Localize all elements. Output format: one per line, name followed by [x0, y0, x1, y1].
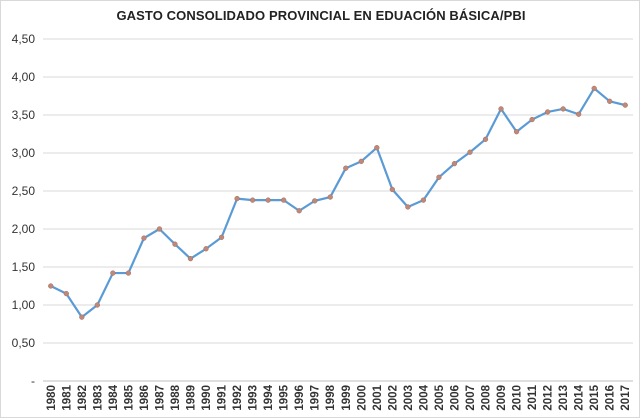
x-tick-label: 1988: [170, 384, 182, 410]
x-tick-label: 1998: [325, 384, 337, 410]
data-point: [374, 145, 380, 151]
x-tick-label: 1987: [154, 385, 166, 411]
y-tick-label: 4,00: [12, 70, 36, 84]
y-tick-label: 4,50: [12, 32, 36, 46]
data-point: [249, 197, 256, 203]
data-point: [94, 302, 100, 308]
y-tick-label: 0,50: [12, 336, 36, 350]
x-tick-label: 1991: [217, 384, 229, 410]
x-tick-label: 1986: [139, 385, 151, 411]
data-point: [203, 246, 209, 252]
x-tick-label: 1980: [46, 385, 58, 411]
data-point: [513, 129, 520, 135]
x-tick-label: 1996: [294, 385, 306, 411]
data-point: [576, 111, 582, 117]
x-tick-label: 1984: [108, 384, 120, 410]
x-tick-label: 1982: [77, 385, 89, 411]
data-point: [218, 234, 225, 241]
y-tick-label: -: [31, 374, 35, 388]
x-tick-label: 2007: [465, 385, 477, 411]
x-tick-label: 2011: [527, 384, 539, 410]
x-tick-label: 2017: [620, 385, 632, 411]
x-tick-label: 2010: [512, 385, 524, 411]
x-tick-label: 2004: [418, 384, 430, 410]
x-tick-label: 1992: [232, 385, 244, 411]
data-point: [48, 283, 54, 289]
data-point: [591, 85, 597, 92]
data-point: [389, 186, 395, 193]
y-tick-label: 3,00: [12, 146, 36, 160]
data-point: [343, 165, 349, 171]
data-point: [622, 102, 628, 108]
data-point: [529, 116, 535, 123]
y-tick-label: 1,00: [12, 298, 36, 312]
data-point: [358, 158, 364, 165]
data-point: [156, 226, 163, 232]
x-tick-label: 2009: [496, 385, 508, 411]
data-point: [420, 197, 427, 203]
data-point: [482, 136, 489, 142]
data-point: [187, 255, 194, 262]
data-point: [560, 106, 566, 112]
data-point: [312, 198, 318, 204]
series-line: [50, 87, 626, 319]
data-point: [296, 208, 302, 214]
x-tick-label: 1985: [123, 384, 135, 410]
x-tick-label: 1990: [201, 385, 213, 411]
x-tick-label: 1999: [341, 385, 353, 411]
x-tick-label: 2015: [589, 384, 601, 410]
data-point: [451, 160, 458, 167]
x-tick-label: 1994: [263, 384, 275, 410]
x-tick-label: 1981: [61, 384, 73, 410]
x-tick-label: 2008: [481, 384, 493, 410]
data-point: [265, 197, 271, 203]
data-point: [63, 290, 69, 297]
data-point: [234, 195, 240, 202]
data-point: [436, 174, 442, 180]
x-tick-label: 2005: [434, 384, 446, 410]
x-tick-label: 2006: [449, 385, 461, 411]
y-tick-label: 3,50: [12, 108, 36, 122]
x-tick-label: 2016: [605, 385, 617, 411]
data-point: [467, 149, 473, 155]
x-tick-label: 1997: [310, 385, 322, 411]
data-point: [125, 270, 132, 276]
data-point: [110, 270, 116, 276]
x-tick-label: 2000: [356, 385, 368, 411]
x-tick-label: 2002: [387, 385, 399, 411]
x-tick-label: 1989: [186, 385, 198, 411]
x-tick-label: 2014: [574, 384, 586, 410]
x-tick-label: 1993: [248, 385, 260, 411]
x-tick-label: 2003: [403, 385, 415, 411]
x-tick-label: 2001: [372, 384, 384, 410]
data-point: [405, 204, 411, 210]
data-point: [281, 197, 287, 203]
data-point: [327, 194, 333, 200]
data-point: [498, 106, 504, 112]
data-point: [544, 109, 551, 115]
y-tick-label: 2,00: [12, 222, 36, 236]
x-tick-label: 2012: [543, 385, 555, 411]
data-point: [172, 241, 178, 247]
x-tick-label: 1983: [92, 385, 104, 411]
y-tick-label: 1,50: [12, 260, 36, 274]
x-tick-label: 1995: [279, 384, 291, 410]
data-point: [607, 98, 613, 104]
chart-title: GASTO CONSOLIDADO PROVINCIAL EN EDUACIÓN…: [116, 8, 526, 23]
data-point: [141, 235, 147, 241]
x-tick-label: 2013: [558, 385, 570, 411]
data-point: [79, 314, 85, 320]
y-tick-label: 2,50: [12, 184, 36, 198]
